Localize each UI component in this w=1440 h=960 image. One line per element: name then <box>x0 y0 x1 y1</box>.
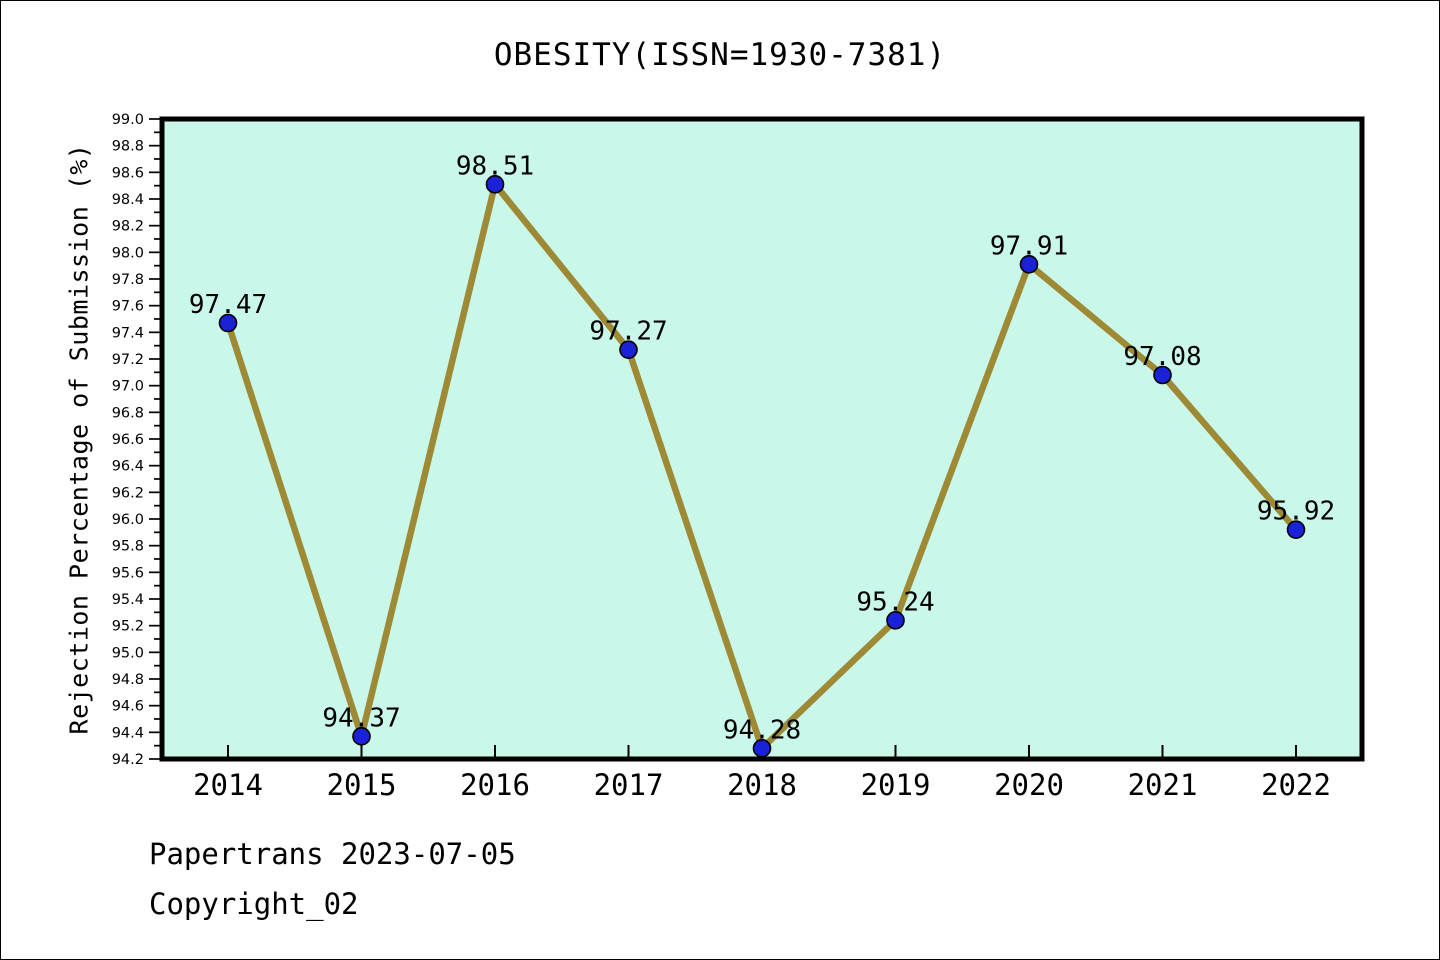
footer-copyright: Copyright_02 <box>149 887 359 921</box>
y-axis-tick-label: 96.0 <box>112 512 144 528</box>
y-axis-tick-label: 98.8 <box>112 139 144 155</box>
y-axis-tick-label: 97.8 <box>112 272 144 288</box>
y-axis-tick-label: 95.0 <box>112 645 144 661</box>
y-axis-tick-label: 98.2 <box>112 219 144 235</box>
x-axis-tick-label: 2015 <box>327 768 397 802</box>
data-point-marker <box>619 340 638 359</box>
data-point-marker <box>1019 255 1039 274</box>
data-point-label: 97.91 <box>990 231 1068 261</box>
data-point-marker <box>485 175 505 194</box>
data-point-marker <box>752 739 772 758</box>
y-axis-tick-label: 94.8 <box>112 672 144 688</box>
y-axis-tick-label: 98.6 <box>112 165 144 181</box>
data-point-label: 94.28 <box>723 715 801 745</box>
data-point-marker <box>886 611 905 630</box>
x-axis-tick-label: 2020 <box>994 768 1064 802</box>
y-axis-tick-label: 96.4 <box>112 459 144 475</box>
x-axis-tick-label: 2021 <box>1128 768 1198 802</box>
plot-frame <box>159 116 1365 762</box>
y-axis-tick-label: 96.8 <box>112 405 144 421</box>
y-axis-tick-label: 95.6 <box>112 565 144 581</box>
x-axis-tick-label: 2018 <box>727 768 797 802</box>
x-axis-tick-label: 2016 <box>460 768 530 802</box>
data-point-label: 95.24 <box>856 587 934 617</box>
footer-papertrans-date: Papertrans 2023-07-05 <box>149 837 516 871</box>
data-point-label: 97.27 <box>589 317 667 347</box>
y-axis-tick-label: 98.0 <box>112 245 144 261</box>
data-point-label: 95.92 <box>1257 497 1335 527</box>
data-point-label: 94.37 <box>322 703 400 733</box>
x-axis-tick-label: 2019 <box>861 768 931 802</box>
y-axis-tick-label: 95.8 <box>112 539 144 555</box>
y-axis-tick-label: 96.2 <box>112 485 144 501</box>
y-axis-tick-label: 97.4 <box>112 325 144 341</box>
x-axis-tick-label: 2014 <box>193 768 263 802</box>
y-axis-tick-label: 94.2 <box>112 752 144 768</box>
y-axis-tick-label: 97.2 <box>112 352 144 368</box>
y-axis-tick-label: 95.2 <box>112 619 144 635</box>
y-axis-tick-label: 97.0 <box>112 379 144 395</box>
data-point-label: 97.08 <box>1123 342 1201 372</box>
chart-title: OBESITY(ISSN=1930-7381) <box>493 37 947 73</box>
plot-area <box>162 119 1362 759</box>
y-axis-tick-label: 99.0 <box>112 112 144 128</box>
x-axis-tick-label: 2017 <box>594 768 664 802</box>
y-axis-tick-label: 96.6 <box>112 432 144 448</box>
y-axis-tick-label: 97.6 <box>112 299 144 315</box>
data-point-marker <box>218 313 238 333</box>
x-axis-tick-label: 2022 <box>1261 768 1331 802</box>
data-point-label: 98.51 <box>456 151 534 181</box>
y-axis-tick-label: 98.4 <box>112 192 144 208</box>
y-axis-tick-label: 95.4 <box>112 592 144 608</box>
data-point-label: 97.47 <box>189 290 267 320</box>
data-point-marker <box>1286 520 1306 539</box>
y-axis-tick-label: 94.6 <box>112 699 144 715</box>
data-point-marker <box>352 727 371 746</box>
data-point-marker <box>1153 365 1172 385</box>
y-axis-tick-label: 94.4 <box>112 725 144 741</box>
